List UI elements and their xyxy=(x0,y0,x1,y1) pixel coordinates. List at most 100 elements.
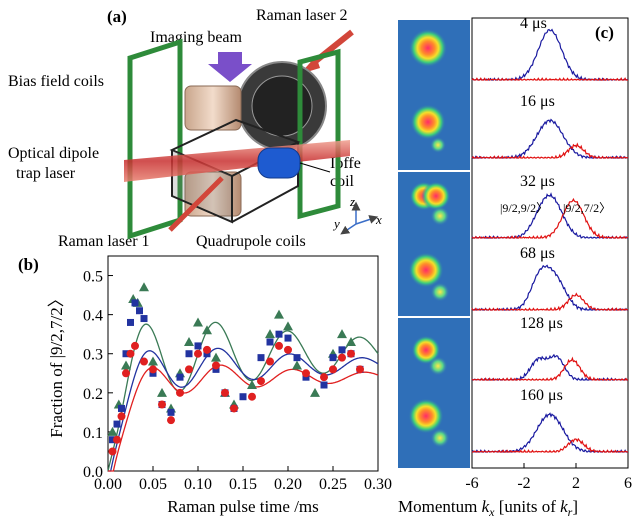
label-raman-laser-2: Raman laser 2 xyxy=(256,7,348,24)
axis-y-label: y xyxy=(332,216,340,231)
data-point-circle xyxy=(113,435,121,444)
x-tick-label: 0.00 xyxy=(94,476,122,493)
data-point-square xyxy=(284,334,292,342)
data-point-triangle xyxy=(292,360,302,370)
axis-x-label: x xyxy=(375,212,382,227)
data-point-circle xyxy=(266,357,274,366)
data-point-circle xyxy=(347,349,355,358)
label-optical-dipole: Optical dipole xyxy=(8,145,99,162)
label-quadrupole-coils: Quadrupole coils xyxy=(196,233,306,250)
fit-curve xyxy=(108,364,379,472)
panel-b-chart: (b) 0.00.10.20.30.40.5 0.00 0.05 0.10 0.15 0… xyxy=(18,255,392,516)
panel-a-label: (a) xyxy=(107,7,127,26)
data-point-square xyxy=(136,307,143,315)
data-point-triangle xyxy=(139,282,149,292)
data-point-triangle xyxy=(184,337,194,346)
profile-red xyxy=(471,142,629,160)
x-tick-label: 0.15 xyxy=(229,476,257,493)
profiles-frame xyxy=(471,17,629,469)
state-label-9-2-7-2: |9/2,7/2〉 xyxy=(563,201,611,215)
data-point-circle xyxy=(194,349,202,358)
data-point-circle xyxy=(140,357,148,366)
profile-blue xyxy=(471,264,628,312)
data-point-triangle xyxy=(157,387,167,397)
axis-y-arrow xyxy=(340,223,357,235)
data-point-square xyxy=(275,330,283,338)
data-point-square xyxy=(131,299,139,307)
quadrupole-coil-bottom xyxy=(184,171,242,217)
c-x-tick-label: 6 xyxy=(624,475,632,492)
data-point-circle xyxy=(257,377,265,386)
pulse-time-label: 128 μs xyxy=(520,315,563,332)
data-point-triangle xyxy=(265,329,275,339)
atom-cloud xyxy=(428,356,448,376)
atom-cloud xyxy=(421,181,451,211)
data-point-circle xyxy=(126,349,135,358)
atom-cloud xyxy=(410,104,446,140)
data-point-circle xyxy=(329,365,337,374)
data-point-circle xyxy=(149,365,157,374)
data-point-triangle xyxy=(274,309,284,319)
data-point-circle xyxy=(212,361,220,370)
y-tick-label: 0.0 xyxy=(83,464,103,481)
data-point-circle xyxy=(320,373,328,382)
data-point-circle xyxy=(248,392,256,401)
y-tick-label: 0.4 xyxy=(83,308,103,325)
data-point-square xyxy=(109,436,116,444)
data-point-square xyxy=(118,404,125,412)
data-point-square xyxy=(257,354,265,362)
y-tick-label: 0.2 xyxy=(83,386,103,403)
axis-x-arrow xyxy=(355,215,379,225)
data-point-circle xyxy=(122,369,130,378)
atom-cloud xyxy=(430,137,446,153)
raman-laser-1-beam xyxy=(168,176,224,232)
panel-b-label: (b) xyxy=(18,255,39,274)
profile-red xyxy=(471,197,629,240)
data-point-triangle xyxy=(346,337,356,346)
pulse-time-label: 68 μs xyxy=(520,245,555,262)
axis-z-label: z xyxy=(349,194,355,209)
data-point-triangle xyxy=(107,426,118,436)
data-point-circle xyxy=(302,369,310,378)
c-x-tick-label: -6 xyxy=(465,475,478,492)
data-point-circle xyxy=(203,345,211,354)
atom-cloud xyxy=(430,428,450,448)
data-point-circle xyxy=(356,365,364,374)
data-point-triangle xyxy=(211,352,221,362)
data-point-square xyxy=(113,420,121,428)
profile-blue xyxy=(471,412,628,453)
data-point-square xyxy=(185,350,193,358)
data-point-triangle xyxy=(337,329,347,339)
pulse-time-label: 32 μs xyxy=(520,173,555,190)
data-point-circle xyxy=(284,345,292,354)
c-x-tick-label: 2 xyxy=(572,475,580,492)
y-tick-label: 0.3 xyxy=(83,347,103,364)
data-point-square xyxy=(194,342,202,350)
data-point-square xyxy=(176,373,184,381)
data-point-circle xyxy=(185,365,193,374)
data-point-circle xyxy=(176,388,184,397)
data-point-triangle xyxy=(121,360,131,370)
ioffe-coil xyxy=(257,147,301,179)
data-points xyxy=(107,282,364,456)
label-raman-laser-1: Raman laser 1 xyxy=(58,233,150,250)
label-imaging-beam: Imaging beam xyxy=(150,29,243,46)
data-point-square xyxy=(140,315,148,323)
pulse-time-label: 160 μs xyxy=(520,387,563,404)
c-x-tick-label: -2 xyxy=(517,475,530,492)
data-point-circle xyxy=(158,400,166,409)
panel-c-label: (c) xyxy=(595,23,614,42)
data-point-square xyxy=(293,354,301,362)
momentum-profiles: 4 μs 16 μs 32 μs 68 μs 128 μs 160 μs |9/2,9/2〉… xyxy=(471,15,629,454)
profile-blue xyxy=(471,118,629,160)
x-tick-group: 0.00 0.05 0.10 0.15 0.20 0.25 0.30 xyxy=(94,466,392,493)
data-point-triangle xyxy=(202,325,212,335)
atom-cloud xyxy=(430,206,450,226)
y-tick-label: 0.5 xyxy=(83,269,103,286)
state-label-9-2-9-2: |9/2,9/2〉 xyxy=(500,201,548,215)
data-point-triangle xyxy=(310,387,320,397)
data-point-circle xyxy=(338,353,346,362)
data-point-circle xyxy=(221,388,229,397)
data-point-triangle xyxy=(148,356,158,366)
